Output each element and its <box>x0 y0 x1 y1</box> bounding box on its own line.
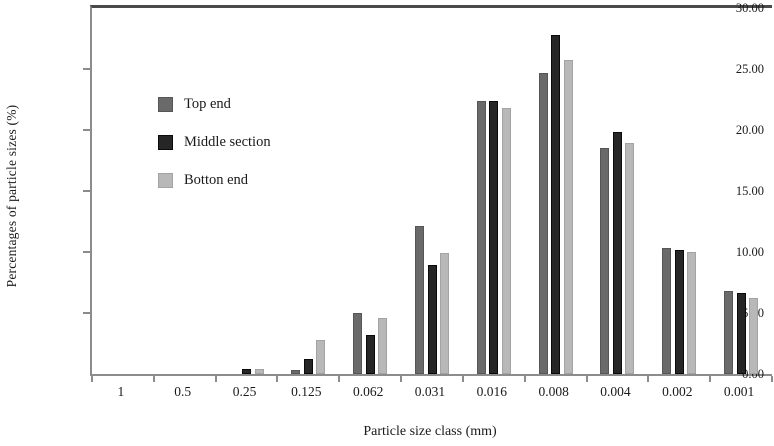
legend-label: Botton end <box>184 172 249 188</box>
x-tick-label: 0.031 <box>414 384 446 399</box>
bar-top-end-0.001 <box>724 291 734 374</box>
bar-middle-section-0.062 <box>365 334 375 374</box>
x-tick-label: 0.002 <box>662 384 693 399</box>
bar-middle-section-0.25 <box>242 369 252 374</box>
bar-botton-end-0.016 <box>501 108 511 374</box>
x-tick-label: 0.25 <box>232 384 257 399</box>
x-tick-label: 0.5 <box>174 384 192 399</box>
x-tick-mark <box>461 376 464 382</box>
x-tick-mark <box>91 376 93 382</box>
x-tick-label: 0.062 <box>352 384 384 399</box>
x-tick-mark <box>214 376 217 382</box>
legend-entry: Middle section <box>158 134 271 151</box>
legend-label: Middle section <box>184 134 271 150</box>
bar-top-end-0.008 <box>538 72 548 374</box>
bar-top-end-0.016 <box>476 100 486 374</box>
x-tick-label: 0.004 <box>600 384 631 399</box>
y-tick-label: 25.00 <box>735 62 764 76</box>
y-tick-label: 0.00 <box>742 367 764 381</box>
x-axis-tick-labels: 1 0.5 0.25 0.125 0.062 0.031 0.016 0.008 0.004 0.… <box>90 384 770 404</box>
x-tick-label: 0.016 <box>476 384 507 399</box>
bar-botton-end-0.004 <box>625 143 635 374</box>
legend-swatch-icon <box>158 97 173 112</box>
legend-label: Top end <box>184 96 231 112</box>
bar-middle-section-0.004 <box>612 132 622 374</box>
x-tick-label: 0.125 <box>291 384 322 399</box>
y-tick-mark <box>83 129 90 131</box>
y-tick-label: 20.00 <box>735 123 764 137</box>
bar-top-end-0.031 <box>415 226 424 374</box>
y-tick-label: 10.00 <box>735 245 764 259</box>
bar-middle-section-0.008 <box>551 34 561 374</box>
y-tick-mark <box>83 190 90 192</box>
legend: Top end Middle section Botton end <box>158 96 271 210</box>
legend-swatch-icon <box>158 135 173 150</box>
x-tick-label: 1 <box>117 384 125 399</box>
x-tick-label: 0.001 <box>723 384 755 399</box>
bar-middle-section-0.002 <box>674 249 684 374</box>
bar-botton-end-0.062 <box>378 317 388 374</box>
y-axis-title: Percentages of particle sizes (%) <box>4 104 19 288</box>
bar-botton-end-0.002 <box>687 252 697 374</box>
bar-middle-section-0.125 <box>303 359 313 374</box>
x-tick-mark <box>400 376 403 382</box>
bar-botton-end-0.125 <box>316 339 326 374</box>
y-tick-mark <box>83 312 90 314</box>
bar-middle-section-0.016 <box>489 100 499 374</box>
y-tick-label: 15.00 <box>735 184 764 198</box>
y-tick-label: 30.00 <box>735 1 764 15</box>
x-tick-mark <box>585 376 588 382</box>
x-tick-mark <box>338 376 341 382</box>
bar-top-end-0.125 <box>291 370 301 374</box>
bar-botton-end-0.008 <box>563 60 573 374</box>
x-axis-title: Particle size class (mm) <box>363 424 497 439</box>
legend-swatch-icon <box>158 173 173 188</box>
bar-middle-section-0.001 <box>736 293 746 374</box>
x-tick-label: 0.008 <box>538 384 569 399</box>
bar-top-end-0.062 <box>353 313 363 374</box>
bar-botton-end-0.031 <box>440 253 449 374</box>
y-tick-mark <box>83 251 90 253</box>
x-tick-mark <box>647 376 650 382</box>
legend-entry: Botton end <box>158 172 271 189</box>
bar-botton-end-0.25 <box>254 368 264 374</box>
x-tick-mark <box>276 376 279 382</box>
bar-top-end-0.002 <box>662 248 672 374</box>
y-tick-mark <box>83 68 90 70</box>
legend-entry: Top end <box>158 96 271 113</box>
x-tick-mark <box>771 376 773 382</box>
bar-botton-end-0.001 <box>749 298 759 374</box>
x-tick-mark <box>709 376 712 382</box>
bar-middle-section-0.031 <box>427 265 437 374</box>
x-tick-mark <box>152 376 155 382</box>
x-tick-mark <box>523 376 526 382</box>
bar-top-end-0.004 <box>600 148 610 374</box>
